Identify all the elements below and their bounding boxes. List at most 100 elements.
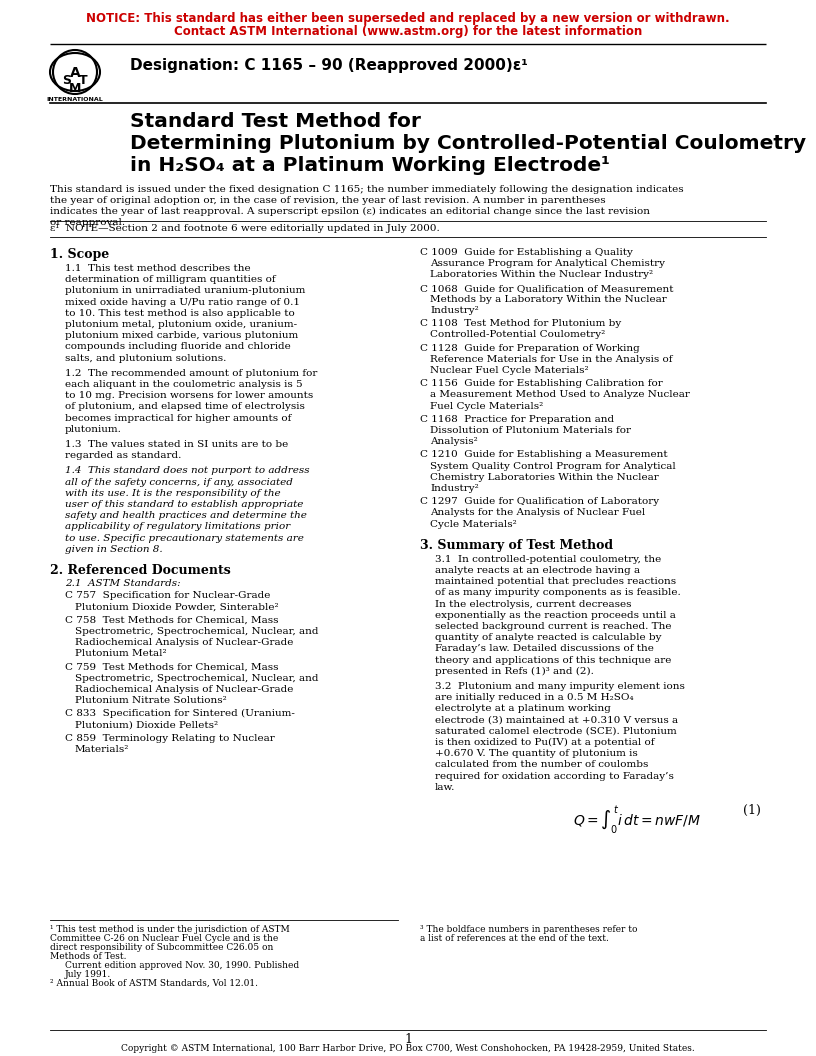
Text: to 10 mg. Precision worsens for lower amounts: to 10 mg. Precision worsens for lower am… xyxy=(65,391,313,400)
Text: Radiochemical Analysis of Nuclear-Grade: Radiochemical Analysis of Nuclear-Grade xyxy=(75,638,294,647)
Text: 2. Referenced Documents: 2. Referenced Documents xyxy=(50,564,231,577)
Text: mixed oxide having a U/Pu ratio range of 0.1: mixed oxide having a U/Pu ratio range of… xyxy=(65,298,300,306)
Text: plutonium in unirradiated uranium-plutonium: plutonium in unirradiated uranium-pluton… xyxy=(65,286,305,296)
Text: the year of original adoption or, in the case of revision, the year of last revi: the year of original adoption or, in the… xyxy=(50,196,605,205)
Text: all of the safety concerns, if any, associated: all of the safety concerns, if any, asso… xyxy=(65,477,293,487)
Text: Current edition approved Nov. 30, 1990. Published: Current edition approved Nov. 30, 1990. … xyxy=(65,961,299,970)
Text: regarded as standard.: regarded as standard. xyxy=(65,451,181,460)
Text: Radiochemical Analysis of Nuclear-Grade: Radiochemical Analysis of Nuclear-Grade xyxy=(75,684,294,694)
Text: Committee C-26 on Nuclear Fuel Cycle and is the: Committee C-26 on Nuclear Fuel Cycle and… xyxy=(50,934,278,943)
Text: is then oxidized to Pu(IV) at a potential of: is then oxidized to Pu(IV) at a potentia… xyxy=(435,738,654,748)
Text: 1.4  This standard does not purport to address: 1.4 This standard does not purport to ad… xyxy=(65,467,309,475)
Text: Methods of Test.: Methods of Test. xyxy=(50,953,126,961)
Text: calculated from the number of coulombs: calculated from the number of coulombs xyxy=(435,760,649,770)
Text: C 1068  Guide for Qualification of Measurement: C 1068 Guide for Qualification of Measur… xyxy=(420,284,673,293)
Text: ³ The boldface numbers in parentheses refer to: ³ The boldface numbers in parentheses re… xyxy=(420,925,637,934)
Text: Determining Plutonium by Controlled-Potential Coulometry: Determining Plutonium by Controlled-Pote… xyxy=(130,134,806,153)
Text: user of this standard to establish appropriate: user of this standard to establish appro… xyxy=(65,499,304,509)
Text: +0.670 V. The quantity of plutonium is: +0.670 V. The quantity of plutonium is xyxy=(435,749,638,758)
Text: of plutonium, and elapsed time of electrolysis: of plutonium, and elapsed time of electr… xyxy=(65,402,305,412)
Text: Spectrometric, Spectrochemical, Nuclear, and: Spectrometric, Spectrochemical, Nuclear,… xyxy=(75,627,318,636)
Text: law.: law. xyxy=(435,782,455,792)
Text: July 1991.: July 1991. xyxy=(65,970,111,979)
Text: Plutonium Metal²: Plutonium Metal² xyxy=(75,649,166,658)
Text: Fuel Cycle Materials²: Fuel Cycle Materials² xyxy=(430,401,543,411)
Text: electrode (3) maintained at +0.310 V versus a: electrode (3) maintained at +0.310 V ver… xyxy=(435,716,678,724)
Text: Dissolution of Plutonium Materials for: Dissolution of Plutonium Materials for xyxy=(430,426,631,435)
Text: T: T xyxy=(78,74,87,87)
Text: Contact ASTM International (www.astm.org) for the latest information: Contact ASTM International (www.astm.org… xyxy=(174,25,642,38)
Text: ε¹  NOTE—Section 2 and footnote 6 were editorially updated in July 2000.: ε¹ NOTE—Section 2 and footnote 6 were ed… xyxy=(50,224,440,233)
Text: C 1210  Guide for Establishing a Measurement: C 1210 Guide for Establishing a Measurem… xyxy=(420,451,667,459)
Text: Plutonium Dioxide Powder, Sinterable²: Plutonium Dioxide Powder, Sinterable² xyxy=(75,602,278,611)
Text: Chemistry Laboratories Within the Nuclear: Chemistry Laboratories Within the Nuclea… xyxy=(430,473,659,482)
Text: Industry²: Industry² xyxy=(430,484,479,493)
Text: to 10. This test method is also applicable to: to 10. This test method is also applicab… xyxy=(65,308,295,318)
Text: Faraday’s law. Detailed discussions of the: Faraday’s law. Detailed discussions of t… xyxy=(435,644,654,654)
Text: Nuclear Fuel Cycle Materials²: Nuclear Fuel Cycle Materials² xyxy=(430,366,588,375)
Text: Analysis²: Analysis² xyxy=(430,437,477,447)
Text: compounds including fluoride and chloride: compounds including fluoride and chlorid… xyxy=(65,342,290,352)
Text: analyte reacts at an electrode having a: analyte reacts at an electrode having a xyxy=(435,566,640,576)
Text: 3.1  In controlled-potential coulometry, the: 3.1 In controlled-potential coulometry, … xyxy=(435,554,661,564)
Text: 3. Summary of Test Method: 3. Summary of Test Method xyxy=(420,539,613,552)
Text: Standard Test Method for: Standard Test Method for xyxy=(130,112,421,131)
Text: to use. Specific precautionary statements are: to use. Specific precautionary statement… xyxy=(65,533,304,543)
Text: INTERNATIONAL: INTERNATIONAL xyxy=(47,97,104,102)
Text: a Measurement Method Used to Analyze Nuclear: a Measurement Method Used to Analyze Nuc… xyxy=(430,391,690,399)
Text: determination of milligram quantities of: determination of milligram quantities of xyxy=(65,276,276,284)
Text: presented in Refs (1)³ and (2).: presented in Refs (1)³ and (2). xyxy=(435,666,594,676)
Text: 3.2  Plutonium and many impurity element ions: 3.2 Plutonium and many impurity element … xyxy=(435,682,685,691)
Text: System Quality Control Program for Analytical: System Quality Control Program for Analy… xyxy=(430,461,676,471)
Text: Plutonium Nitrate Solutions²: Plutonium Nitrate Solutions² xyxy=(75,696,227,705)
Text: maintained potential that precludes reactions: maintained potential that precludes reac… xyxy=(435,578,676,586)
Text: Analysts for the Analysis of Nuclear Fuel: Analysts for the Analysis of Nuclear Fue… xyxy=(430,508,645,517)
Text: exponentially as the reaction proceeds until a: exponentially as the reaction proceeds u… xyxy=(435,610,676,620)
Text: 1.3  The values stated in SI units are to be: 1.3 The values stated in SI units are to… xyxy=(65,440,288,449)
Text: C 1297  Guide for Qualification of Laboratory: C 1297 Guide for Qualification of Labora… xyxy=(420,497,659,506)
Text: given in Section 8.: given in Section 8. xyxy=(65,545,162,553)
Text: C 1009  Guide for Establishing a Quality: C 1009 Guide for Establishing a Quality xyxy=(420,248,633,257)
Text: Controlled-Potential Coulometry²: Controlled-Potential Coulometry² xyxy=(430,331,605,339)
Text: applicability of regulatory limitations prior: applicability of regulatory limitations … xyxy=(65,523,290,531)
Text: 1.2  The recommended amount of plutonium for: 1.2 The recommended amount of plutonium … xyxy=(65,369,317,378)
Text: safety and health practices and determine the: safety and health practices and determin… xyxy=(65,511,307,521)
Text: Laboratories Within the Nuclear Industry²: Laboratories Within the Nuclear Industry… xyxy=(430,270,653,280)
Text: C 1168  Practice for Preparation and: C 1168 Practice for Preparation and xyxy=(420,415,614,423)
Text: C 758  Test Methods for Chemical, Mass: C 758 Test Methods for Chemical, Mass xyxy=(65,616,278,624)
Text: a list of references at the end of the text.: a list of references at the end of the t… xyxy=(420,934,609,943)
Text: required for oxidation according to Faraday’s: required for oxidation according to Fara… xyxy=(435,772,674,780)
Text: This standard is issued under the fixed designation C 1165; the number immediate: This standard is issued under the fixed … xyxy=(50,185,684,194)
Text: in H₂SO₄ at a Platinum Working Electrode¹: in H₂SO₄ at a Platinum Working Electrode… xyxy=(130,156,610,175)
Text: selected background current is reached. The: selected background current is reached. … xyxy=(435,622,672,631)
Text: are initially reduced in a 0.5 M H₂SO₄: are initially reduced in a 0.5 M H₂SO₄ xyxy=(435,693,634,702)
Text: 1.1  This test method describes the: 1.1 This test method describes the xyxy=(65,264,251,274)
Text: C 1108  Test Method for Plutonium by: C 1108 Test Method for Plutonium by xyxy=(420,319,621,328)
Text: (1): (1) xyxy=(743,804,761,817)
Text: 2.1  ASTM Standards:: 2.1 ASTM Standards: xyxy=(65,579,180,588)
Text: becomes impractical for higher amounts of: becomes impractical for higher amounts o… xyxy=(65,414,291,422)
Text: Assurance Program for Analytical Chemistry: Assurance Program for Analytical Chemist… xyxy=(430,259,665,268)
Text: M: M xyxy=(69,82,81,95)
Text: Materials²: Materials² xyxy=(75,744,130,754)
Text: Copyright © ASTM International, 100 Barr Harbor Drive, PO Box C700, West Conshoh: Copyright © ASTM International, 100 Barr… xyxy=(121,1044,695,1053)
Text: indicates the year of last reapproval. A superscript epsilon (ε) indicates an ed: indicates the year of last reapproval. A… xyxy=(50,207,650,216)
Text: NOTICE: This standard has either been superseded and replaced by a new version o: NOTICE: This standard has either been su… xyxy=(86,12,730,25)
Text: each aliquant in the coulometric analysis is 5: each aliquant in the coulometric analysi… xyxy=(65,380,303,389)
Text: electrolyte at a platinum working: electrolyte at a platinum working xyxy=(435,704,611,714)
Text: A: A xyxy=(69,65,80,80)
Text: ² Annual Book of ASTM Standards, Vol 12.01.: ² Annual Book of ASTM Standards, Vol 12.… xyxy=(50,979,258,988)
Text: salts, and plutonium solutions.: salts, and plutonium solutions. xyxy=(65,354,226,362)
Text: ¹ This test method is under the jurisdiction of ASTM: ¹ This test method is under the jurisdic… xyxy=(50,925,290,934)
Text: with its use. It is the responsibility of the: with its use. It is the responsibility o… xyxy=(65,489,281,497)
Text: Reference Materials for Use in the Analysis of: Reference Materials for Use in the Analy… xyxy=(430,355,672,364)
Text: plutonium metal, plutonium oxide, uranium-: plutonium metal, plutonium oxide, uraniu… xyxy=(65,320,297,329)
Text: plutonium mixed carbide, various plutonium: plutonium mixed carbide, various plutoni… xyxy=(65,332,299,340)
Text: C 759  Test Methods for Chemical, Mass: C 759 Test Methods for Chemical, Mass xyxy=(65,662,278,672)
Text: Designation: C 1165 – 90 (Reapproved 2000)ε¹: Designation: C 1165 – 90 (Reapproved 200… xyxy=(130,58,528,73)
Text: saturated calomel electrode (SCE). Plutonium: saturated calomel electrode (SCE). Pluto… xyxy=(435,727,676,736)
Text: quantity of analyte reacted is calculable by: quantity of analyte reacted is calculabl… xyxy=(435,634,662,642)
Text: Methods by a Laboratory Within the Nuclear: Methods by a Laboratory Within the Nucle… xyxy=(430,295,667,304)
Text: or reapproval.: or reapproval. xyxy=(50,218,125,227)
Text: Spectrometric, Spectrochemical, Nuclear, and: Spectrometric, Spectrochemical, Nuclear,… xyxy=(75,674,318,682)
